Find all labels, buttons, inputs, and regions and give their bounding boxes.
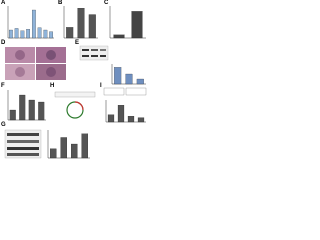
figure: A B C D E F G H I	[1, 0, 147, 159]
bar	[20, 30, 25, 39]
plasmid-diagram	[54, 91, 96, 119]
bar	[43, 29, 48, 39]
bar	[114, 67, 122, 85]
bar	[38, 101, 45, 121]
panel-letter: E	[75, 40, 79, 46]
bar	[66, 27, 74, 39]
bar	[81, 133, 88, 159]
bar	[49, 31, 53, 39]
bar	[107, 114, 115, 123]
bar	[70, 143, 78, 159]
bar	[49, 148, 57, 159]
bar	[14, 28, 19, 39]
bar	[136, 78, 144, 85]
western-blot	[79, 45, 109, 61]
bar	[127, 116, 135, 123]
bar	[32, 9, 36, 39]
panel-letter: B	[58, 0, 63, 6]
bar	[19, 94, 26, 121]
panel-letter: A	[1, 0, 6, 6]
panel-letter: H	[50, 83, 54, 89]
bar	[37, 27, 42, 39]
panel-letter: G	[1, 122, 6, 128]
histology-images	[5, 47, 66, 80]
bar	[117, 105, 125, 123]
panel-letter: F	[1, 83, 5, 89]
panel-letter: D	[1, 40, 6, 46]
bar	[77, 8, 85, 39]
bar	[26, 29, 30, 39]
bar	[137, 117, 145, 123]
panel-letter: I	[100, 83, 102, 89]
bar	[9, 109, 16, 121]
western-blot-g	[4, 129, 42, 159]
bar	[113, 34, 125, 39]
bar	[28, 99, 35, 121]
bar	[60, 137, 67, 159]
sequence-boxes	[103, 87, 147, 96]
bar	[125, 73, 133, 85]
panel-letter: C	[104, 0, 109, 6]
bar	[131, 11, 143, 39]
bar	[9, 29, 13, 39]
bar	[88, 14, 96, 39]
